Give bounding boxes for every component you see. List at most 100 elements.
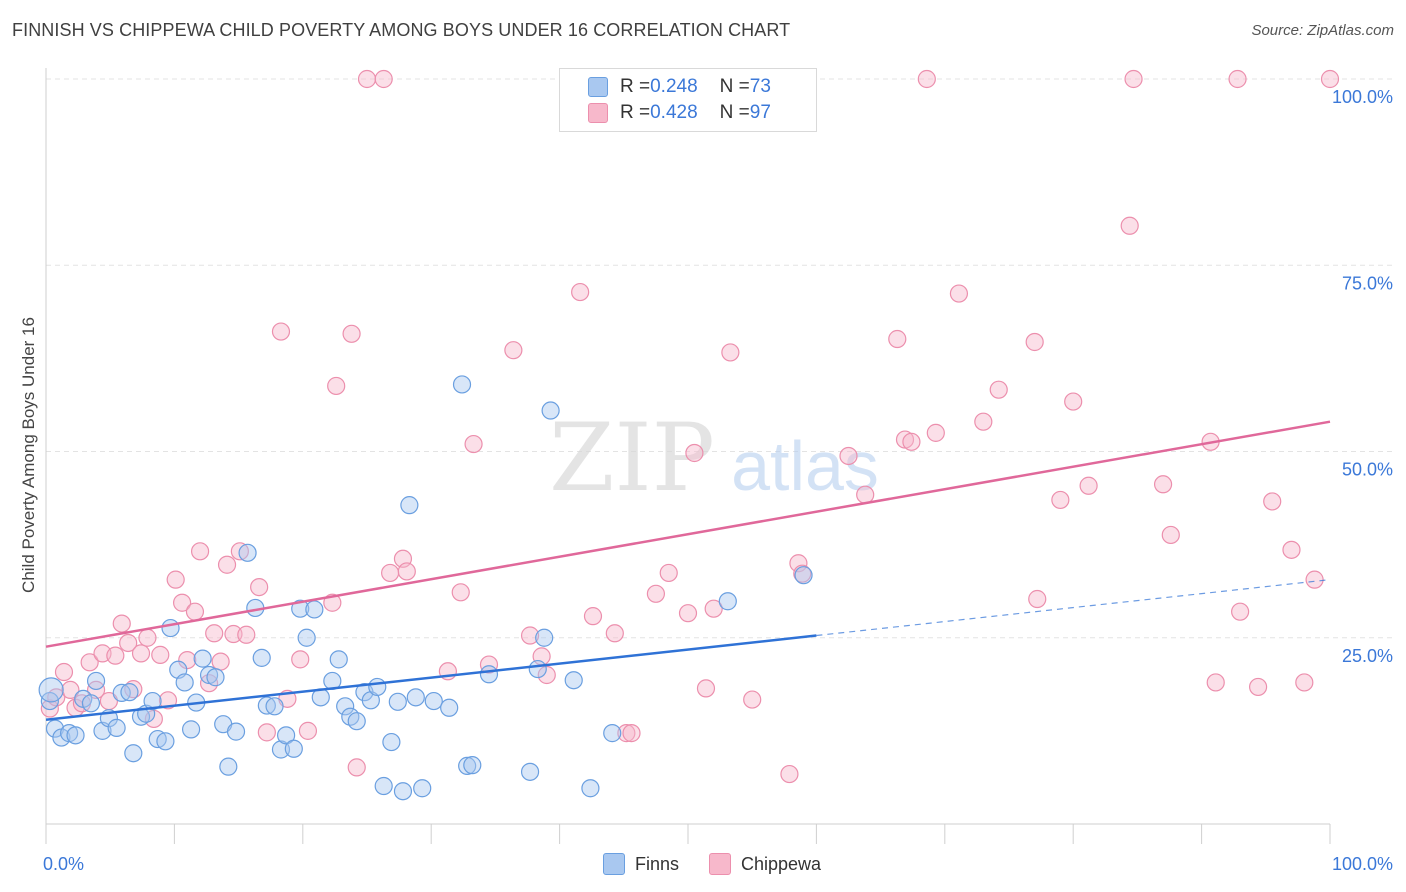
finns-n-value: 73 [749,76,771,97]
chippewa-point [1320,69,1340,89]
finns-point [112,683,131,702]
chippewa-n-label: N = [719,102,750,123]
chippewa-point [989,380,1008,399]
chippewa-point [230,542,249,561]
finns-legend-label: Finns [635,853,680,874]
chippewa-legend-label: Chippewa [741,853,822,874]
finns-point [124,744,143,763]
finns-point [368,677,387,697]
watermark: ZIP atlas [549,404,879,513]
chippewa-point [1153,475,1173,494]
finns-point [305,600,324,619]
finns-point [388,692,407,711]
series-legend: Finns Chippewa [603,852,851,876]
chippewa-point [1263,492,1282,511]
chippewa-point [1206,673,1225,692]
chippewa-point [166,570,185,589]
chippewa-point [1079,476,1098,495]
y-tick-label: 25.0% [1342,646,1393,666]
correlation-legend: R = 0.248 N = 73 R = 0.428 N = 97 [559,68,817,132]
chippewa-point [40,699,59,718]
chippewa-point [1025,332,1044,352]
finns-point [107,718,126,737]
chippewa-point [685,443,704,463]
finns-point [175,673,194,692]
finns-point [541,401,560,420]
x-tick-label: 0.0% [43,854,84,874]
finns-point [413,779,432,798]
chippewa-point [374,69,393,89]
y-axis-label: Child Poverty Among Boys Under 16 [19,317,38,593]
chippewa-point [1028,589,1047,609]
finns-point [393,782,413,801]
chippewa-point [1305,570,1324,589]
finns-point [238,543,257,562]
finns-r-value: 0.248 [650,76,698,97]
chippewa-point [119,633,138,653]
finns-point [336,697,355,716]
finns-point [38,677,64,703]
chippewa-point [347,758,366,777]
finns-r-label: R = [620,76,651,97]
finns-point [143,691,162,711]
chippewa-point [646,584,666,603]
finns-point [424,691,443,711]
chippewa-point [839,446,858,466]
chippewa-point [173,593,192,612]
finns-point [452,375,472,394]
finns-point [382,732,401,752]
finns-point [271,740,291,759]
finns-point [297,628,316,647]
chippewa-point [357,69,377,89]
chippewa-point [106,646,125,665]
tick-labels: 25.0% 50.0% 75.0% 100.0% 0.0% 100.0% [43,87,1393,874]
finns-point [265,697,284,716]
chippewa-point [902,432,921,451]
chippewa-point [479,655,499,674]
chippewa-point [257,723,276,742]
chippewa-point [205,624,224,643]
finns-point [291,599,310,618]
chippewa-point [1124,69,1143,89]
chippewa-point [131,644,151,663]
chippewa-point [397,562,416,581]
chippewa-point [464,434,483,454]
chippewa-point [342,324,361,343]
finns-point [463,756,482,775]
chippewa-point [974,412,993,431]
chippewa-legend-swatch [709,853,732,875]
axes [45,68,1331,844]
legend-row-chippewa: R = 0.428 N = 97 [588,101,771,125]
x-tick-label: 100.0% [1332,854,1393,874]
chippewa-point [1231,602,1250,621]
chippewa-point [271,322,291,341]
chippewa-point [451,583,470,602]
chippewa-point [298,721,318,740]
chippewa-point [138,628,157,647]
chippewa-point [659,563,678,583]
finns-point [479,665,499,684]
source-label: Source: ZipAtlas.com [1251,22,1394,39]
finns-point [252,648,271,667]
finns-trend-extension [816,579,1331,637]
chippewa-point [1282,540,1301,559]
finns-point [603,724,622,743]
chippewa-point [789,554,808,573]
finns-point [81,694,101,713]
finns-point [219,757,238,776]
chippewa-point [217,555,237,574]
chippewa-point [158,691,178,710]
finns-point [400,496,419,515]
chippewa-trend-line [45,420,1331,648]
chippewa-swatch [588,103,608,123]
finns-point [40,691,59,711]
legend-item-finns: Finns [603,853,679,875]
chippewa-point [224,624,243,644]
chippewa-point [721,343,740,362]
finns-point [181,720,201,739]
chippewa-n-value: 97 [749,102,771,123]
trend-lines [45,420,1331,721]
chippewa-point [1248,677,1268,697]
chippewa-point [1120,216,1139,235]
chippewa-point [888,329,907,349]
